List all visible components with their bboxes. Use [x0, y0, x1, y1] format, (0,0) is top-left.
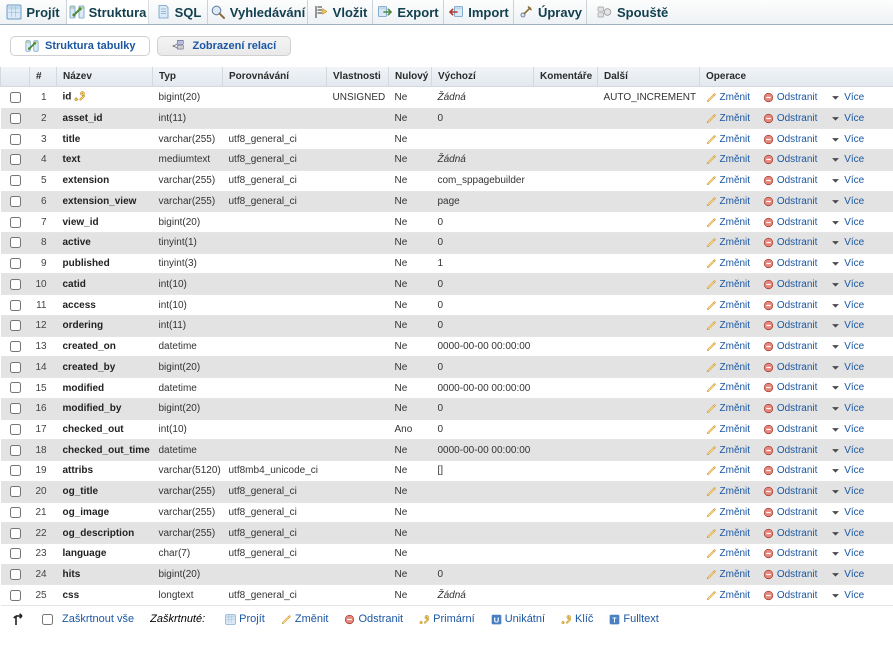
svg-text:U: U: [493, 615, 498, 624]
